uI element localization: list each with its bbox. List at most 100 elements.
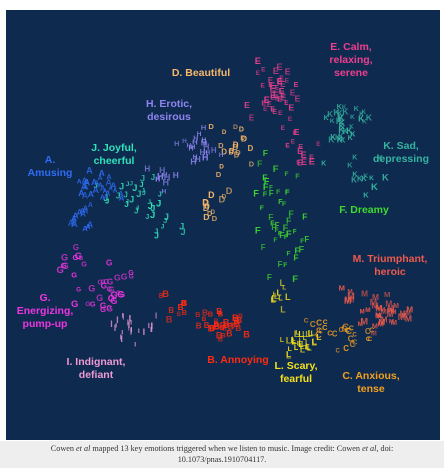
point-f: F (268, 212, 273, 222)
point-c: C (352, 337, 357, 346)
caption-etal-1: et al (76, 444, 91, 453)
point-a: A (71, 219, 78, 229)
point-k: K (337, 102, 343, 111)
point-a: A (118, 189, 123, 198)
point-e: E (267, 100, 272, 109)
point-m: M (381, 316, 388, 325)
point-a: A (88, 202, 93, 209)
point-e: E (290, 87, 296, 97)
point-f: F (278, 197, 283, 206)
point-g: G (111, 290, 118, 300)
point-d: D (249, 159, 254, 168)
point-b: B (159, 293, 164, 300)
point-d: D (216, 170, 222, 179)
point-a: A (80, 206, 86, 215)
point-e: E (296, 159, 301, 166)
point-m: M (393, 303, 399, 310)
point-m: M (360, 308, 365, 315)
point-m: M (384, 290, 390, 299)
point-b: B (162, 288, 169, 299)
cluster-label-line: desirous (147, 111, 191, 123)
point-c: C (339, 327, 344, 334)
point-a: A (103, 188, 108, 195)
point-g: G (73, 243, 79, 252)
point-g: G (96, 293, 103, 303)
point-f: F (283, 262, 287, 269)
point-a: A (105, 190, 110, 197)
point-k: K (352, 154, 357, 161)
point-e: E (275, 85, 279, 91)
point-c: C (310, 319, 316, 329)
point-d: D (241, 133, 247, 143)
point-g: G (104, 278, 110, 286)
point-d: D (233, 141, 239, 150)
point-e: E (281, 92, 287, 102)
point-g: G (106, 259, 112, 268)
point-l: L (280, 337, 284, 344)
point-a: A (88, 189, 94, 199)
point-k: K (337, 115, 343, 124)
point-d: D (219, 194, 226, 205)
point-g: G (116, 290, 121, 297)
point-h: H (203, 141, 208, 148)
point-k: K (354, 104, 360, 113)
point-e: E (244, 100, 250, 110)
point-j: J (129, 195, 134, 205)
point-a: A (81, 181, 88, 191)
point-j: J (126, 181, 130, 188)
point-j: J (140, 174, 145, 185)
point-i: I (120, 333, 122, 342)
point-g: G (117, 289, 124, 299)
point-h: H (193, 154, 198, 161)
point-g: G (88, 284, 95, 294)
point-b: B (214, 320, 219, 328)
point-i: I (120, 334, 123, 344)
cluster-label-line: L. Scary, (275, 360, 318, 372)
point-c: C (349, 325, 354, 332)
point-j: J (158, 192, 162, 199)
point-e: E (301, 150, 307, 160)
point-d: D (208, 122, 214, 131)
point-f: F (295, 171, 300, 180)
point-f: F (302, 212, 307, 222)
point-e: E (301, 157, 307, 167)
point-j: J (151, 173, 155, 182)
point-l: L (308, 329, 313, 338)
cluster-label-line: tense (357, 383, 385, 395)
point-m: M (344, 295, 351, 305)
point-k: K (328, 135, 335, 145)
point-b: B (208, 309, 214, 318)
point-k: K (324, 115, 329, 122)
point-g: G (129, 273, 134, 280)
point-j: J (105, 197, 109, 206)
point-d: D (219, 164, 224, 171)
point-f: F (288, 209, 294, 219)
point-j: J (134, 207, 139, 216)
point-m: M (398, 312, 406, 322)
point-m: M (348, 295, 355, 305)
point-j: J (94, 181, 98, 190)
point-c: C (323, 319, 328, 326)
point-c: C (352, 332, 357, 339)
point-a: A (105, 178, 112, 188)
point-j: J (119, 180, 124, 191)
cluster-label-line: J. Joyful, (91, 142, 137, 154)
point-j: J (179, 222, 184, 232)
point-d: D (233, 124, 238, 131)
point-a: A (99, 168, 105, 178)
point-l: L (303, 335, 307, 342)
point-l: L (297, 341, 301, 348)
point-k: K (333, 106, 340, 117)
point-k: K (377, 153, 383, 163)
point-c: C (345, 327, 350, 334)
point-e: E (277, 77, 283, 86)
point-b: B (221, 332, 226, 339)
cluster-label-m: M. Triumphant, heroic (353, 253, 428, 278)
point-c: C (369, 325, 375, 334)
point-h: H (206, 150, 210, 157)
point-m: M (375, 312, 381, 321)
point-e: E (293, 130, 298, 137)
point-e: E (270, 105, 275, 114)
point-m: M (375, 304, 383, 314)
point-h: H (159, 165, 165, 175)
